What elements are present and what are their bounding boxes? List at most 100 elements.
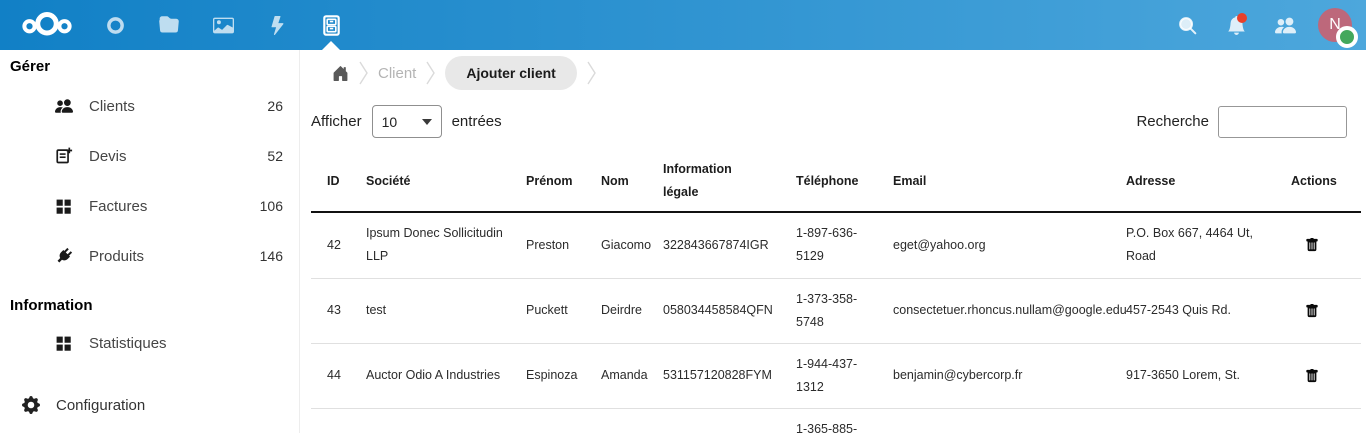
column-header-prenom[interactable]: Prénom xyxy=(526,151,601,214)
cell-nom: Giacomo xyxy=(601,212,663,279)
document-plus-icon xyxy=(55,147,73,165)
cell-prenom: Preston xyxy=(526,212,601,279)
avatar-letter: N xyxy=(1329,16,1341,33)
circle-app-icon[interactable] xyxy=(88,0,142,50)
table-row[interactable]: 44 Auctor Odio A Industries Espinoza Ama… xyxy=(311,343,1361,410)
table-row[interactable]: 45 Donec Foundation Dawson Odette 466143… xyxy=(311,408,1361,433)
cell-email: eget@yahoo.org xyxy=(893,212,1126,279)
notifications-bell-icon[interactable] xyxy=(1212,0,1261,50)
nextcloud-logo[interactable] xyxy=(12,0,82,50)
sidebar-item-devis[interactable]: Devis 52 xyxy=(0,131,299,181)
sidebar-item-count: 52 xyxy=(267,148,283,164)
cell-info-legale: 058034458584QFN xyxy=(663,278,796,344)
cell-nom: Odette xyxy=(601,408,663,433)
column-header-email[interactable]: Email xyxy=(893,151,1126,214)
crm-cabinet-icon-active[interactable] xyxy=(304,0,358,50)
cell-id: 45 xyxy=(311,408,366,433)
photos-icon[interactable] xyxy=(196,0,250,50)
sidebar-item-label: Devis xyxy=(89,147,127,165)
sidebar-section-gerer: Gérer xyxy=(10,58,51,75)
cell-actions xyxy=(1291,343,1361,410)
column-header-information-legale[interactable]: Information légale xyxy=(663,151,796,214)
cell-societe: Auctor Odio A Industries xyxy=(366,343,526,410)
notification-dot xyxy=(1237,13,1247,23)
grid-icon xyxy=(55,197,73,215)
users-icon xyxy=(55,97,73,115)
cell-prenom: Puckett xyxy=(526,278,601,344)
page-size-value: 10 xyxy=(381,113,398,130)
clients-table-wrap: ID Société Prénom Nom Information légale… xyxy=(311,151,1366,433)
column-header-adresse[interactable]: Adresse xyxy=(1126,151,1291,214)
search-icon[interactable] xyxy=(1163,0,1212,50)
table-header-row: ID Société Prénom Nom Information légale… xyxy=(311,151,1361,214)
cell-telephone: 1-897-636-5129 xyxy=(796,212,893,279)
column-header-telephone[interactable]: Téléphone xyxy=(796,151,893,214)
sidebar-item-label: Produits xyxy=(89,247,145,265)
breadcrumb-item-ajouter-client[interactable]: Ajouter client xyxy=(445,56,577,90)
table-row[interactable]: 42 Ipsum Donec Sollicitudin LLP Preston … xyxy=(311,212,1361,279)
sidebar-section-information: Information xyxy=(10,297,93,314)
entries-label: entrées xyxy=(451,113,502,130)
clients-table: ID Société Prénom Nom Information légale… xyxy=(311,151,1361,433)
show-entries-label: Afficher xyxy=(311,113,362,130)
cell-adresse: 917-3650 Lorem, St. xyxy=(1126,343,1291,410)
chevron-right-icon xyxy=(425,59,436,87)
cell-actions xyxy=(1291,408,1361,433)
cell-adresse: 457-2543 Quis Rd. xyxy=(1126,278,1291,344)
plug-icon xyxy=(55,247,73,265)
topbar: N xyxy=(0,0,1366,50)
activity-lightning-icon[interactable] xyxy=(250,0,304,50)
breadcrumb-item-client[interactable]: Client xyxy=(378,64,417,82)
delete-row-button[interactable] xyxy=(1305,368,1319,383)
breadcrumb: Client Ajouter client xyxy=(301,50,1366,96)
cell-actions xyxy=(1291,212,1361,279)
cell-nom: Deirdre xyxy=(601,278,663,344)
cell-adresse: Ap #698-3925 Sociis St. xyxy=(1126,408,1291,433)
cell-info-legale: 466143582715TCR xyxy=(663,408,796,433)
column-header-id[interactable]: ID xyxy=(311,151,366,214)
avatar[interactable]: N xyxy=(1318,8,1358,48)
column-header-societe[interactable]: Société xyxy=(366,151,526,214)
online-status-dot xyxy=(1336,26,1358,48)
delete-row-button[interactable] xyxy=(1305,303,1319,318)
column-header-actions: Actions xyxy=(1291,151,1361,214)
contacts-icon[interactable] xyxy=(1261,0,1310,50)
cell-info-legale: 322843667874IGR xyxy=(663,212,796,279)
sidebar-item-clients[interactable]: Clients 26 xyxy=(0,81,299,131)
cell-adresse: P.O. Box 667, 4464 Ut, Road xyxy=(1126,212,1291,279)
cell-id: 43 xyxy=(311,278,366,344)
cell-telephone: 1-373-358-5748 xyxy=(796,278,893,344)
grid-icon xyxy=(55,334,73,352)
cell-email: consectetuer.rhoncus.nullam@google.edu xyxy=(893,278,1126,344)
files-folder-icon[interactable] xyxy=(142,0,196,50)
cell-societe: Donec Foundation xyxy=(366,408,526,433)
trash-icon xyxy=(1306,238,1318,252)
table-row[interactable]: 43 test Puckett Deirdre 058034458584QFN … xyxy=(311,278,1361,344)
gear-icon xyxy=(22,396,40,414)
cell-prenom: Dawson xyxy=(526,408,601,433)
sidebar-item-statistiques[interactable]: Statistiques xyxy=(0,320,299,366)
topbar-right: N xyxy=(1163,0,1366,50)
home-icon[interactable] xyxy=(332,65,349,82)
cell-telephone: 1-944-437-1312 xyxy=(796,343,893,410)
cell-telephone: 1-365-885-2143 xyxy=(796,408,893,433)
sidebar-item-label: Configuration xyxy=(56,396,146,414)
sidebar-item-produits[interactable]: Produits 146 xyxy=(0,231,299,281)
cell-societe: test xyxy=(366,278,526,344)
chevron-right-icon xyxy=(586,59,597,87)
sidebar: Gérer Clients 26 Devis 52 Factures 106 xyxy=(0,50,300,433)
cell-id: 42 xyxy=(311,212,366,279)
sidebar-item-factures[interactable]: Factures 106 xyxy=(0,181,299,231)
page-size-select[interactable]: 10 xyxy=(371,105,442,138)
cell-info-legale: 531157120828FYM xyxy=(663,343,796,410)
search-area: Recherche xyxy=(1136,105,1347,138)
trash-icon xyxy=(1306,368,1318,382)
sidebar-item-count: 106 xyxy=(259,198,283,214)
sidebar-item-label: Statistiques xyxy=(89,334,167,352)
table-controls: Afficher 10 entrées Recherche xyxy=(311,105,1347,138)
column-header-nom[interactable]: Nom xyxy=(601,151,663,214)
delete-row-button[interactable] xyxy=(1305,238,1319,252)
cell-id: 44 xyxy=(311,343,366,410)
sidebar-item-configuration[interactable]: Configuration xyxy=(0,383,299,427)
search-input[interactable] xyxy=(1218,105,1347,138)
